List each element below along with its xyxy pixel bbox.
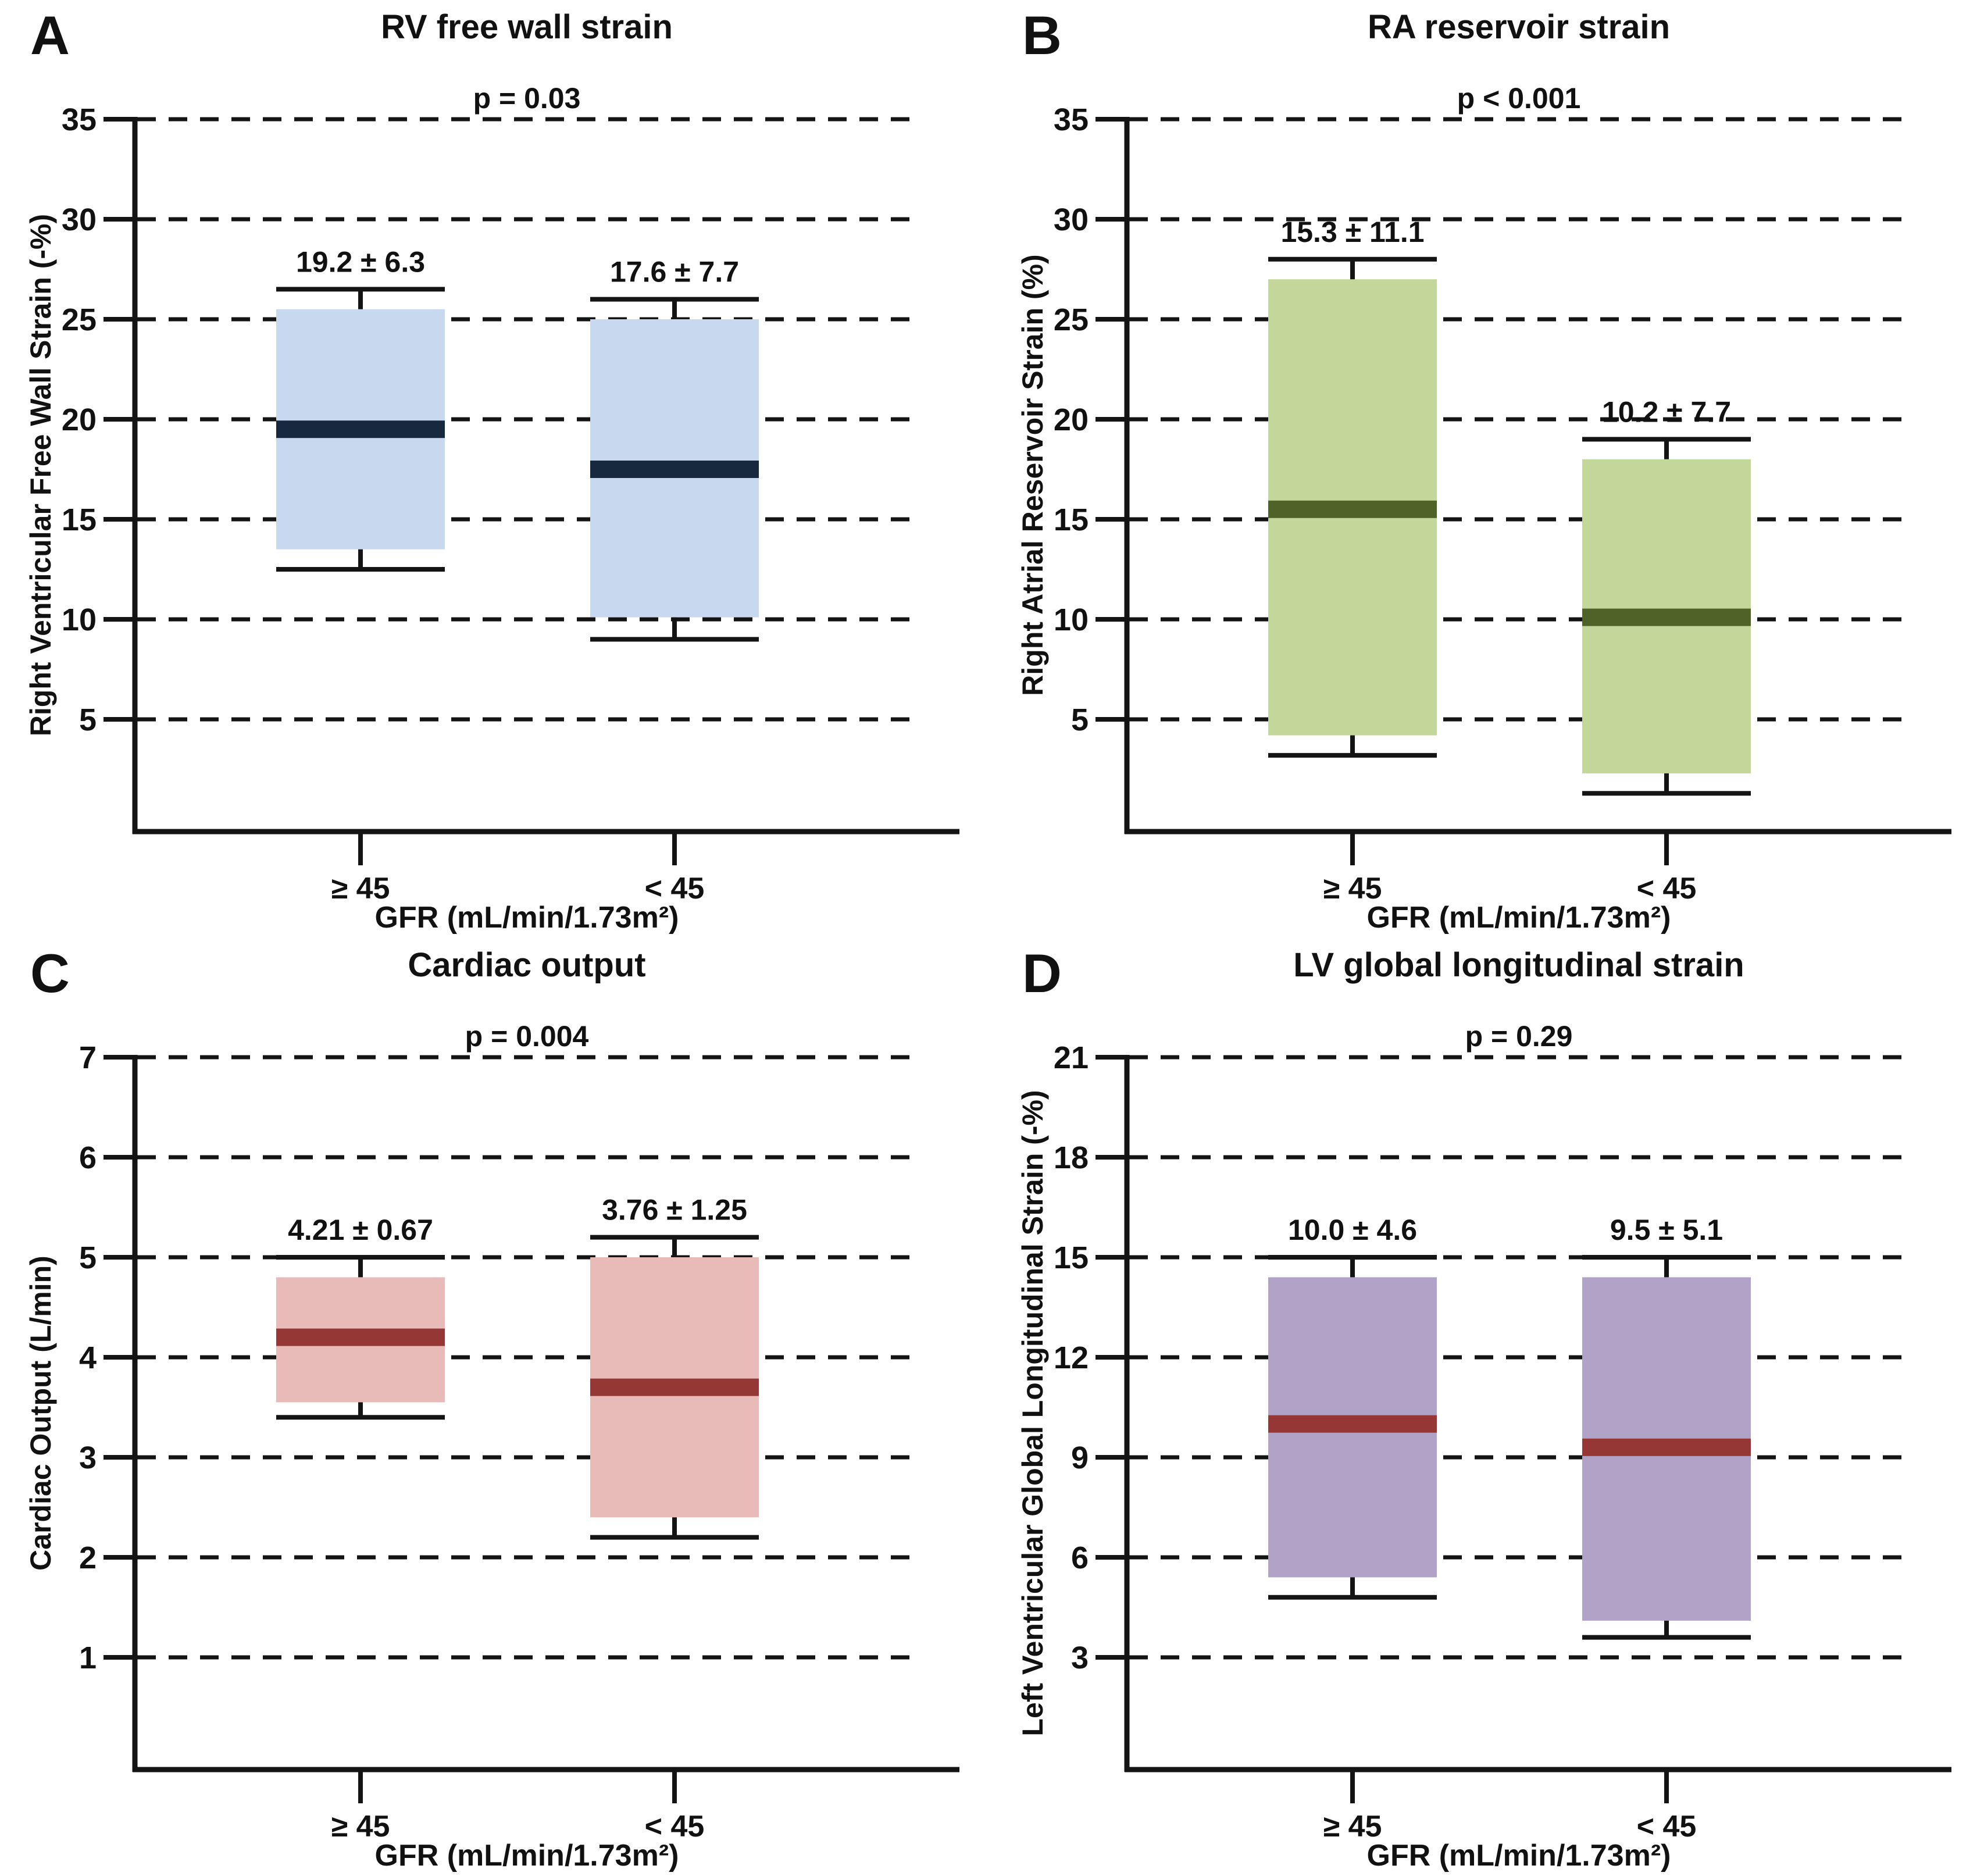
panel-a-y-axis-title: Right Ventricular Free Wall Strain (-%) <box>24 213 57 737</box>
y-tick-label: 25 <box>1054 302 1089 337</box>
panel-a-plot-area: 5 10 15 20 25 30 35 19.2 ± 6.3 ≥ 45 17.6 ± 7.7 < 4… <box>0 0 992 938</box>
x-tick-label: < 45 <box>1637 872 1697 905</box>
mean-sd-label: 3.76 ± 1.25 <box>602 1194 747 1226</box>
boxplot-svg: 3 6 9 12 15 18 21 10.0 ± 4.6 ≥ 45 9.5 ± 5.1 < 45 <box>1054 1040 1951 1843</box>
median-band <box>276 420 445 438</box>
mean-sd-label: 19.2 ± 6.3 <box>296 245 425 278</box>
y-tick-label: 5 <box>79 1240 97 1275</box>
x-tick-label: ≥ 45 <box>1323 872 1382 905</box>
boxplot-svg: 1 2 3 4 5 6 7 4.21 ± 0.67 ≥ 45 3.76 ± 1.25 < 45 <box>79 1040 959 1843</box>
panel-a-p-value: p = 0.03 <box>473 82 581 115</box>
panel-c-title: Cardiac output <box>408 946 646 984</box>
y-tick-label: 18 <box>1054 1140 1089 1175</box>
median-band <box>590 1378 759 1396</box>
y-tick-label: 20 <box>1054 402 1089 437</box>
median-band <box>1582 1438 1751 1456</box>
panel-b-p-value: p < 0.001 <box>1457 82 1581 115</box>
boxplot-svg: 5 10 15 20 25 30 35 19.2 ± 6.3 ≥ 45 17.6 ± 7.7 < 4… <box>62 102 959 905</box>
x-tick-label: < 45 <box>645 872 705 905</box>
mean-sd-label: 10.0 ± 4.6 <box>1288 1214 1417 1246</box>
panel-b-ra-reservoir-strain: 5 10 15 20 25 30 35 15.3 ± 11.1 ≥ 45 10.2 ± 7.7 < … <box>992 0 1984 938</box>
x-tick-label: ≥ 45 <box>331 1810 390 1843</box>
y-tick-label: 3 <box>1071 1640 1089 1675</box>
y-tick-label: 1 <box>79 1640 97 1675</box>
x-tick-label: < 45 <box>1637 1810 1697 1843</box>
panel-d-lv-global-longitudinal-strain: 3 6 9 12 15 18 21 10.0 ± 4.6 ≥ 45 9.5 ± 5.1 < 45 D… <box>992 938 1984 1876</box>
y-tick-label: 20 <box>62 402 97 437</box>
panel-a-x-axis-title: GFR (mL/min/1.73m²) <box>374 901 679 935</box>
mean-sd-label: 15.3 ± 11.1 <box>1280 216 1424 248</box>
panel-b-x-axis-title: GFR (mL/min/1.73m²) <box>1366 901 1671 935</box>
panel-c-letter: C <box>30 943 70 1004</box>
panel-b-title: RA reservoir strain <box>1367 8 1671 46</box>
panel-b-plot-area: 5 10 15 20 25 30 35 15.3 ± 11.1 ≥ 45 10.2 ± 7.7 < … <box>992 0 1984 938</box>
panel-a-letter: A <box>30 5 70 66</box>
y-tick-label: 10 <box>62 602 97 637</box>
median-band <box>276 1328 445 1346</box>
y-tick-label: 15 <box>62 502 97 537</box>
panel-c-x-axis-title: GFR (mL/min/1.73m²) <box>374 1839 679 1873</box>
median-band <box>1268 500 1437 518</box>
panel-c-cardiac-output: 1 2 3 4 5 6 7 4.21 ± 0.67 ≥ 45 3.76 ± 1.25 < 45 C … <box>0 938 992 1876</box>
mean-sd-label: 17.6 ± 7.7 <box>610 256 739 288</box>
y-tick-label: 5 <box>79 702 97 737</box>
panel-d-y-axis-title: Left Ventricular Global Longitudinal Str… <box>1016 1090 1049 1736</box>
x-tick-label: ≥ 45 <box>331 872 390 905</box>
mean-sd-label: 4.21 ± 0.67 <box>288 1214 433 1246</box>
x-tick-label: ≥ 45 <box>1323 1810 1382 1843</box>
y-tick-label: 6 <box>79 1140 97 1175</box>
y-tick-label: 30 <box>1054 202 1089 237</box>
y-tick-label: 2 <box>79 1540 97 1575</box>
mean-sd-label: 9.5 ± 5.1 <box>1610 1214 1723 1246</box>
panel-d-letter: D <box>1022 943 1062 1004</box>
panel-a-title: RV free wall strain <box>381 8 673 46</box>
y-tick-label: 35 <box>62 102 97 137</box>
y-tick-label: 21 <box>1054 1040 1089 1075</box>
panel-c-p-value: p = 0.004 <box>465 1020 589 1053</box>
y-tick-label: 3 <box>79 1440 97 1475</box>
y-tick-label: 9 <box>1071 1440 1089 1475</box>
panel-b-y-axis-title: Right Atrial Reservoir Strain (%) <box>1016 254 1049 696</box>
y-tick-label: 4 <box>79 1340 97 1375</box>
mean-sd-label: 10.2 ± 7.7 <box>1602 395 1731 428</box>
y-tick-label: 10 <box>1054 602 1089 637</box>
panel-d-title: LV global longitudinal strain <box>1293 946 1744 984</box>
y-tick-label: 30 <box>62 202 97 237</box>
y-tick-label: 5 <box>1071 702 1089 737</box>
x-tick-label: < 45 <box>645 1810 705 1843</box>
y-tick-label: 12 <box>1054 1340 1089 1375</box>
y-tick-label: 25 <box>62 302 97 337</box>
y-tick-label: 15 <box>1054 502 1089 537</box>
median-band <box>1582 608 1751 626</box>
y-tick-label: 6 <box>1071 1540 1089 1575</box>
median-band <box>590 461 759 478</box>
y-tick-label: 35 <box>1054 102 1089 137</box>
panel-b-letter: B <box>1022 5 1062 66</box>
y-tick-label: 15 <box>1054 1240 1089 1275</box>
panel-c-y-axis-title: Cardiac Output (L/min) <box>24 1256 57 1571</box>
panel-d-x-axis-title: GFR (mL/min/1.73m²) <box>1366 1839 1671 1873</box>
median-band <box>1268 1415 1437 1433</box>
boxplot-svg: 5 10 15 20 25 30 35 15.3 ± 11.1 ≥ 45 10.2 ± 7.7 < … <box>1054 102 1951 905</box>
panel-d-plot-area: 3 6 9 12 15 18 21 10.0 ± 4.6 ≥ 45 9.5 ± 5.1 < 45 <box>992 938 1984 1876</box>
panel-a-rv-free-wall-strain: 5 10 15 20 25 30 35 19.2 ± 6.3 ≥ 45 17.6 ± 7.7 < 4… <box>0 0 992 938</box>
panel-d-p-value: p = 0.29 <box>1465 1020 1573 1053</box>
panel-c-plot-area: 1 2 3 4 5 6 7 4.21 ± 0.67 ≥ 45 3.76 ± 1.25 < 45 <box>0 938 992 1876</box>
y-tick-label: 7 <box>79 1040 97 1075</box>
